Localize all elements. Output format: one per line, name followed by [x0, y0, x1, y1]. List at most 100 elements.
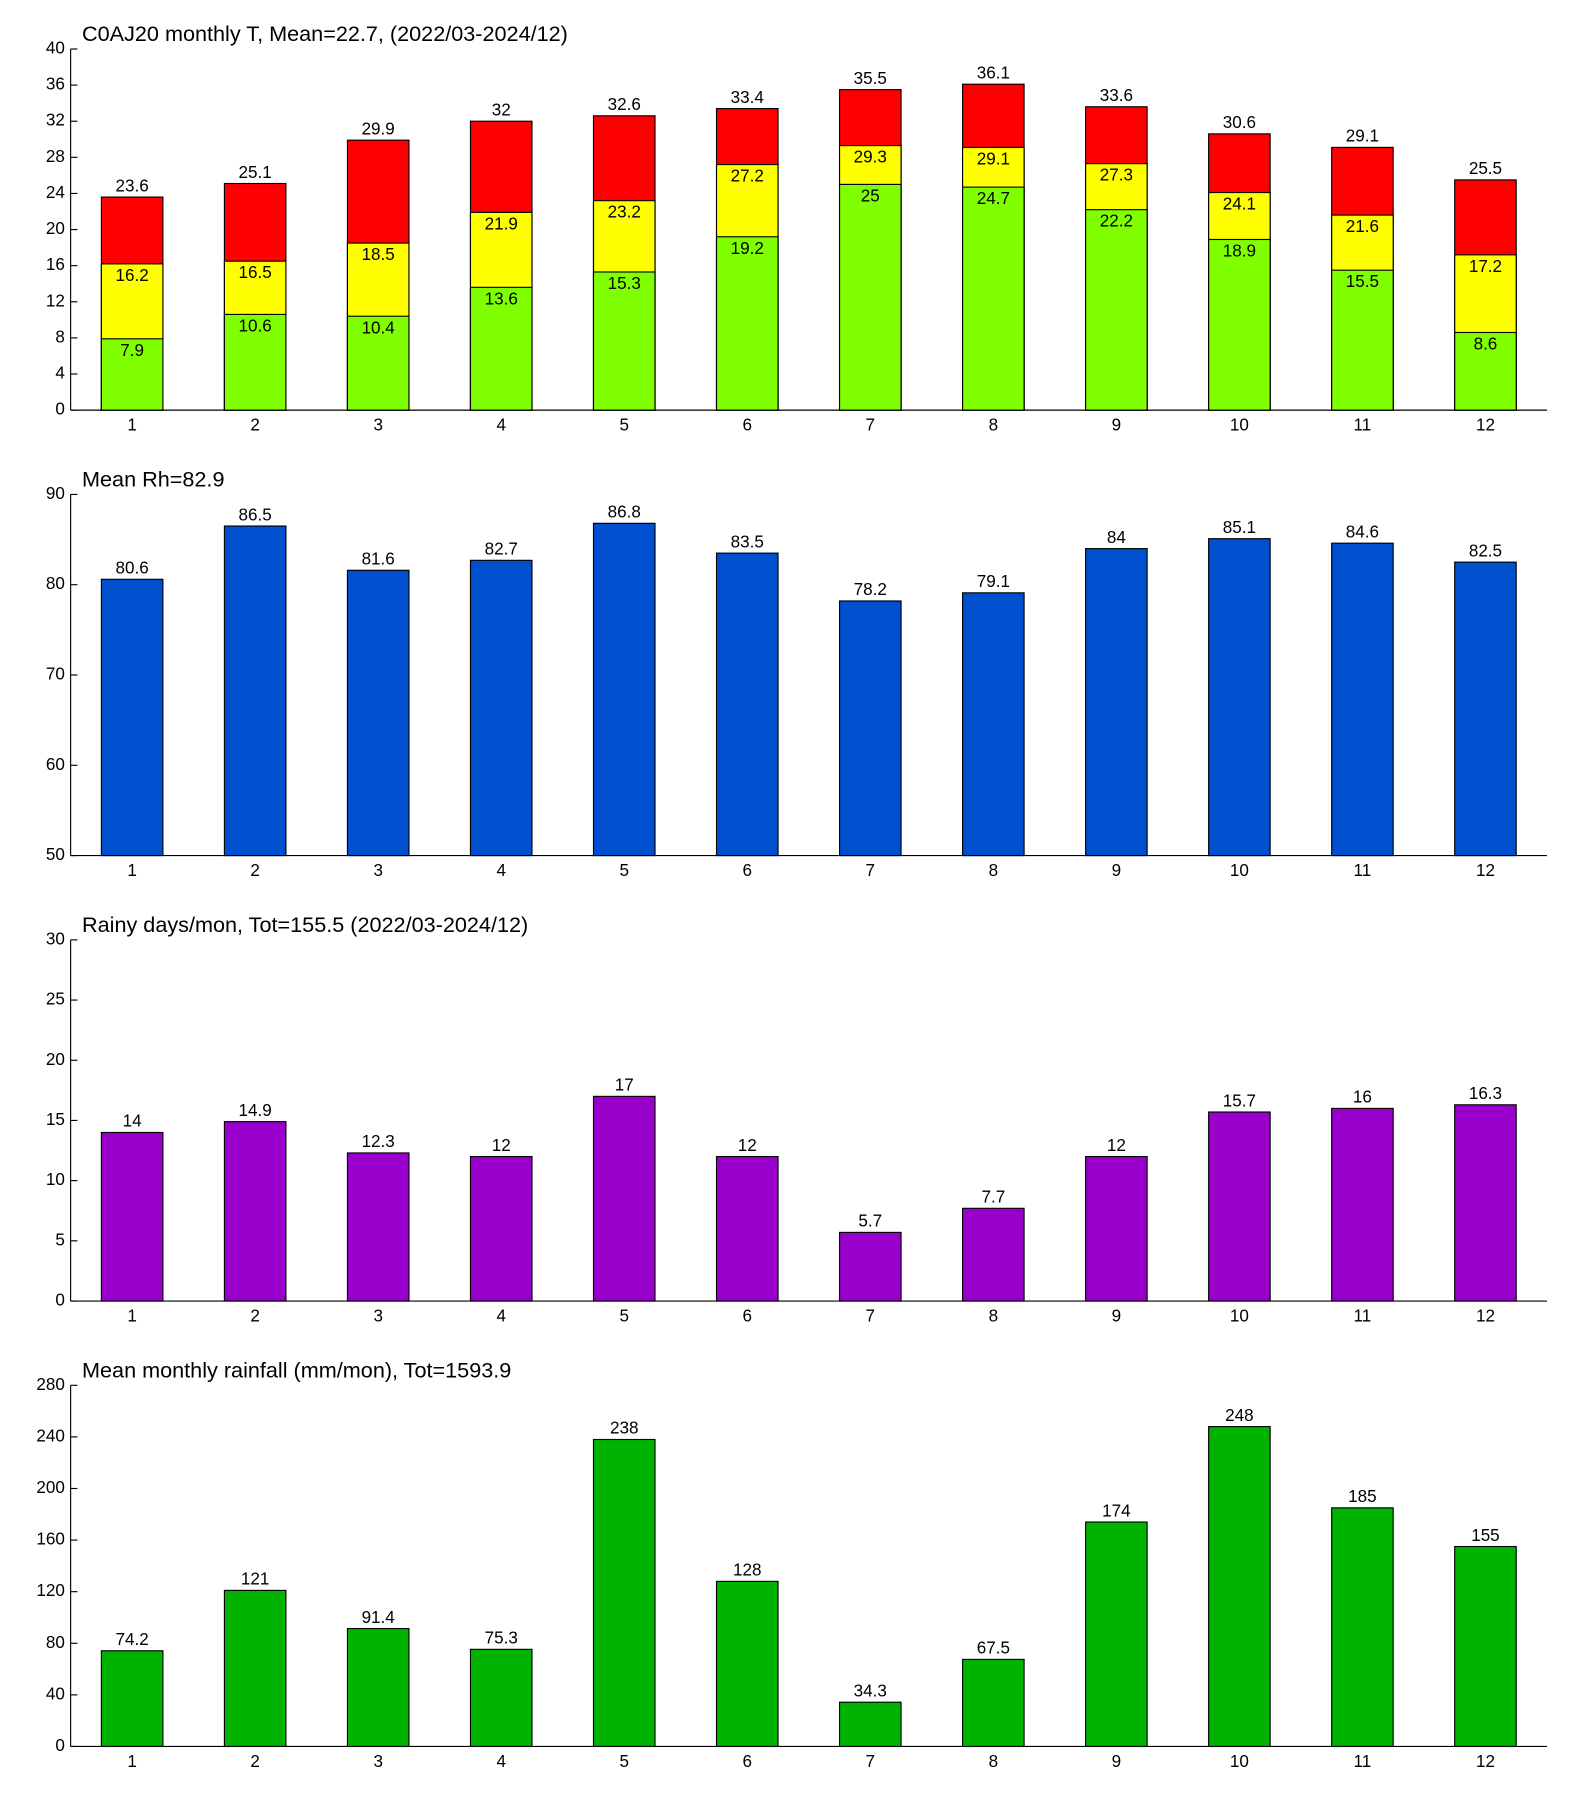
x-tick-label: 7	[866, 1752, 875, 1771]
value-label: 24.7	[977, 189, 1010, 208]
value-label: 238	[610, 1419, 638, 1438]
value-label: 14	[123, 1112, 142, 1131]
bar	[1331, 1507, 1394, 1748]
x-tick-label: 5	[620, 416, 629, 435]
bar	[100, 1650, 164, 1748]
bar	[223, 1589, 287, 1748]
bar	[223, 1121, 287, 1302]
bar	[962, 1207, 1025, 1302]
value-label: 17	[615, 1076, 634, 1095]
bar	[1454, 1545, 1517, 1748]
value-label: 7.9	[120, 341, 144, 360]
bar	[1208, 1426, 1271, 1748]
x-tick-label: 9	[1112, 416, 1121, 435]
bar	[838, 1231, 902, 1302]
bar	[1454, 331, 1517, 411]
value-label: 34.3	[854, 1681, 887, 1700]
value-label: 22.2	[1100, 212, 1133, 231]
bar	[1331, 542, 1394, 857]
x-tick-label: 1	[127, 1306, 136, 1325]
bar	[1085, 1521, 1148, 1748]
value-label: 91.4	[362, 1608, 395, 1627]
bar	[1085, 209, 1148, 411]
bar	[838, 183, 902, 411]
x-tick-label: 8	[989, 416, 998, 435]
value-label: 23.2	[608, 203, 641, 222]
value-label: 81.6	[362, 550, 395, 569]
x-tick-label: 10	[1230, 1306, 1249, 1325]
value-label: 86.5	[239, 505, 272, 524]
value-label: 36.1	[977, 63, 1010, 82]
y-tick-label: 0	[55, 1736, 64, 1755]
value-label: 27.2	[731, 167, 764, 186]
value-label: 75.3	[485, 1629, 518, 1648]
bar	[1331, 1107, 1394, 1302]
x-tick-label: 6	[743, 1752, 752, 1771]
x-tick-label: 12	[1476, 1306, 1495, 1325]
x-tick-label: 3	[373, 416, 382, 435]
bar	[346, 315, 410, 411]
x-tick-label: 7	[866, 1306, 875, 1325]
bar	[592, 1438, 656, 1748]
value-label: 5.7	[858, 1212, 882, 1231]
bar	[1331, 269, 1394, 411]
y-tick-label: 36	[46, 75, 65, 94]
y-tick-label: 32	[46, 111, 65, 130]
bar	[100, 338, 164, 411]
x-tick-label: 11	[1354, 861, 1372, 880]
chart-title: C0AJ20 monthly T, Mean=22.7, (2022/03-20…	[82, 21, 568, 46]
y-tick-label: 4	[55, 364, 64, 383]
x-tick-label: 10	[1230, 1752, 1249, 1771]
y-tick-label: 60	[46, 755, 65, 774]
y-tick-label: 25	[46, 990, 65, 1009]
bar	[469, 1155, 533, 1302]
value-label: 25.5	[1469, 159, 1502, 178]
bar	[346, 1152, 410, 1302]
y-tick-label: 200	[36, 1478, 64, 1497]
bar	[223, 525, 287, 857]
x-tick-label: 4	[496, 1306, 505, 1325]
value-label: 86.8	[608, 503, 641, 522]
bar	[962, 592, 1025, 857]
y-tick-label: 40	[46, 39, 65, 58]
value-label: 15.5	[1346, 272, 1379, 291]
bar	[715, 236, 779, 411]
value-label: 29.1	[977, 149, 1010, 168]
y-tick-label: 28	[46, 147, 65, 166]
value-label: 27.3	[1100, 166, 1133, 185]
x-tick-label: 9	[1112, 1752, 1121, 1771]
value-label: 25	[861, 186, 880, 205]
y-tick-label: 80	[46, 574, 65, 593]
x-tick-label: 11	[1354, 1306, 1372, 1325]
value-label: 174	[1102, 1501, 1130, 1520]
value-label: 78.2	[854, 580, 887, 599]
value-label: 80.6	[116, 559, 149, 578]
x-tick-label: 10	[1230, 861, 1249, 880]
y-tick-label: 30	[46, 929, 65, 948]
value-label: 14.9	[239, 1101, 272, 1120]
value-label: 12	[1107, 1136, 1126, 1155]
y-tick-label: 160	[36, 1530, 64, 1549]
x-tick-label: 1	[127, 416, 136, 435]
x-tick-label: 7	[866, 861, 875, 880]
value-label: 18.9	[1223, 242, 1256, 261]
x-tick-label: 9	[1112, 861, 1121, 880]
value-label: 84.6	[1346, 522, 1379, 541]
x-tick-label: 12	[1476, 861, 1495, 880]
y-tick-label: 8	[55, 327, 64, 346]
value-label: 15.7	[1223, 1091, 1256, 1110]
y-tick-label: 280	[36, 1375, 64, 1394]
bar	[1454, 561, 1517, 857]
value-label: 29.9	[362, 119, 395, 138]
x-tick-label: 3	[373, 1306, 382, 1325]
value-label: 18.5	[362, 245, 395, 264]
x-tick-label: 8	[989, 861, 998, 880]
bar	[1085, 1155, 1148, 1302]
value-label: 12.3	[362, 1132, 395, 1151]
bar	[1208, 238, 1271, 411]
value-label: 8.6	[1474, 335, 1498, 354]
x-tick-label: 4	[496, 861, 505, 880]
value-label: 17.2	[1469, 257, 1502, 276]
x-tick-label: 12	[1476, 1752, 1495, 1771]
x-tick-label: 3	[373, 861, 382, 880]
